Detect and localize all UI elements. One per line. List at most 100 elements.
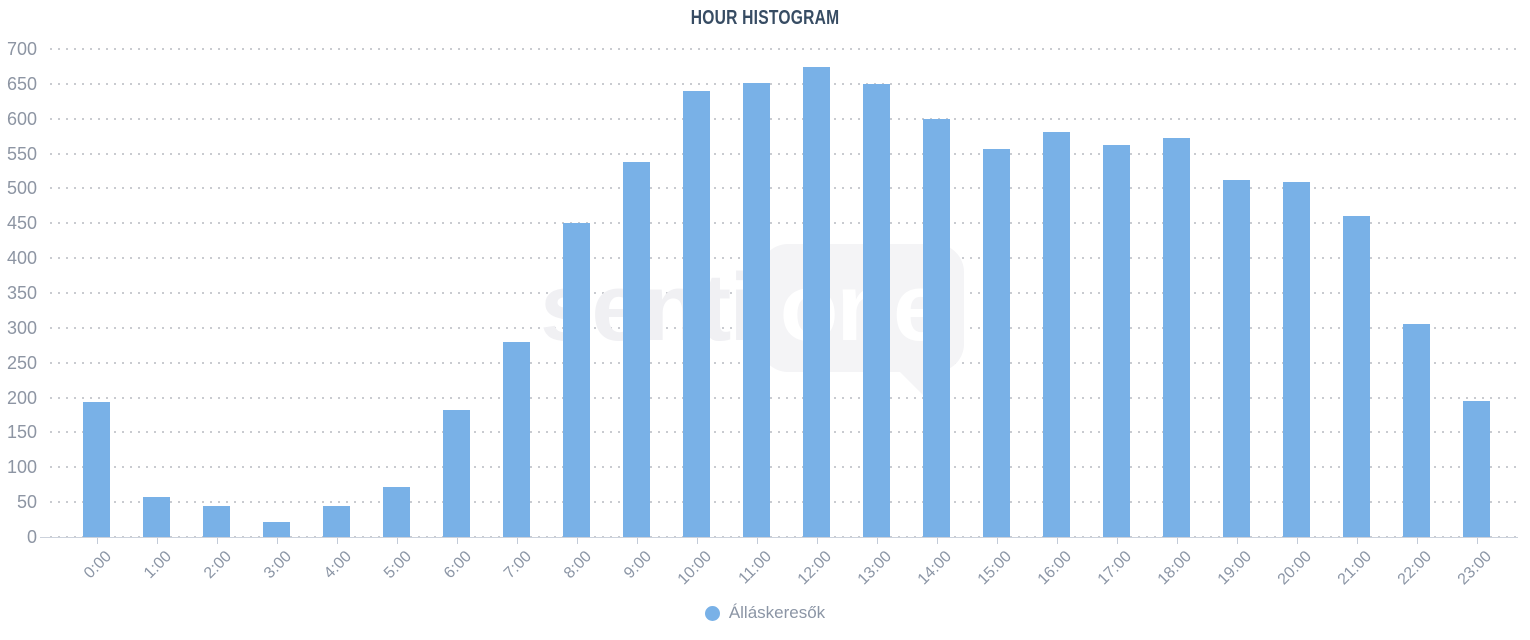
gridline [50,396,1518,399]
bar [1103,144,1131,537]
x-axis-tick [1356,538,1358,544]
y-axis-label: 150 [6,422,37,443]
gridline [50,117,1518,120]
x-axis-tick [636,538,638,544]
plot-area: 0 50 100 150 200 250 300 350 400 450 500 550 600 650 7… [7,39,1518,588]
bar [443,410,471,537]
x-axis-tick [1236,538,1238,544]
gridline [50,501,1518,504]
x-axis-label: 17:00 [1094,548,1135,589]
bar [863,83,891,537]
x-axis-label: 8:00 [560,548,595,583]
x-axis-label: 10:00 [674,548,715,589]
x-axis-tick [216,538,218,544]
x-axis-tick [696,538,698,544]
x-axis-tick [456,538,458,544]
x-axis-tick [396,538,398,544]
bar [683,90,711,537]
legend-color-dot [704,605,720,621]
x-axis-tick [96,538,98,544]
x-axis-label: 4:00 [320,548,355,583]
x-axis-tick [876,538,878,544]
x-axis-label: 1:00 [140,548,175,583]
x-axis-label: 21:00 [1334,548,1375,589]
x-axis-label: 16:00 [1034,548,1075,589]
x-axis-tick [1116,538,1118,544]
x-axis-label: 22:00 [1394,548,1435,589]
bar [1043,131,1071,537]
bar [143,496,171,537]
y-axis-label: 50 [16,492,37,513]
x-axis-label: 6:00 [440,548,475,583]
bar [623,161,651,537]
y-axis-label: 100 [6,457,37,478]
bar [383,486,411,537]
gridline [50,187,1518,190]
bar [983,148,1011,537]
ticks-layer [50,49,1518,544]
x-axis-tick [276,538,278,544]
bar [1403,323,1431,537]
x-axis-label: 14:00 [914,548,955,589]
y-axis-label: 600 [6,108,37,129]
x-axis-tick [756,538,758,544]
gridline [50,152,1518,155]
x-axis-label: 9:00 [620,548,655,583]
y-axis-label: 550 [6,143,37,164]
x-axis-label: 0:00 [80,548,115,583]
x-axis-label: 19:00 [1214,548,1255,589]
bar [263,522,291,537]
x-axis-tick [936,538,938,544]
bar [803,67,831,537]
x-axis-tick [1476,538,1478,544]
bar [1343,215,1371,537]
x-axis-tick [1056,538,1058,544]
y-axis-label: 450 [6,213,37,234]
gridline [50,466,1518,469]
x-axis-tick [1176,538,1178,544]
x-axis-tick [576,538,578,544]
x-axis-line [40,537,1518,538]
bar [923,118,951,537]
x-axis-label: 23:00 [1454,548,1495,589]
bar [503,341,531,537]
bar [1163,137,1191,537]
y-axis-label: 250 [6,352,37,373]
gridline [50,222,1518,225]
x-axis-label: 3:00 [260,548,295,583]
legend-item[interactable]: Álláskeresők [704,603,826,623]
x-axis-tick [1296,538,1298,544]
bar [1223,180,1251,537]
y-axis-label: 300 [6,317,37,338]
x-axis-label: 7:00 [500,548,535,583]
y-axis-label: 400 [6,248,37,269]
x-axis-label: 13:00 [854,548,895,589]
bar [1283,182,1311,537]
x-axis-tick [816,538,818,544]
y-axis-label: 350 [6,283,37,303]
bar [743,83,771,537]
x-axis-tick [336,538,338,544]
x-axis-tick [156,538,158,544]
x-axis-label: 18:00 [1154,548,1195,589]
x-axis-label: 5:00 [380,548,415,583]
gridline [50,48,1518,50]
y-axis-label: 700 [6,39,37,59]
bar [1463,401,1491,537]
bar [203,505,231,537]
chart-title: HOUR HISTOGRAM [690,7,840,29]
y-axis-label: 200 [6,387,37,408]
x-axis-label: 12:00 [794,548,835,589]
gridline [50,82,1518,85]
x-axis-label: 20:00 [1274,548,1315,589]
gridline [50,431,1518,434]
y-axis-label: 650 [6,73,37,94]
bar [323,506,351,537]
legend: Álláskeresők [0,603,1530,623]
x-axis-label: 11:00 [735,548,775,588]
y-axis-label: 500 [6,178,37,199]
x-axis-tick [1416,538,1418,544]
legend-label: Álláskeresők [728,603,826,622]
x-axis-tick [996,538,998,544]
